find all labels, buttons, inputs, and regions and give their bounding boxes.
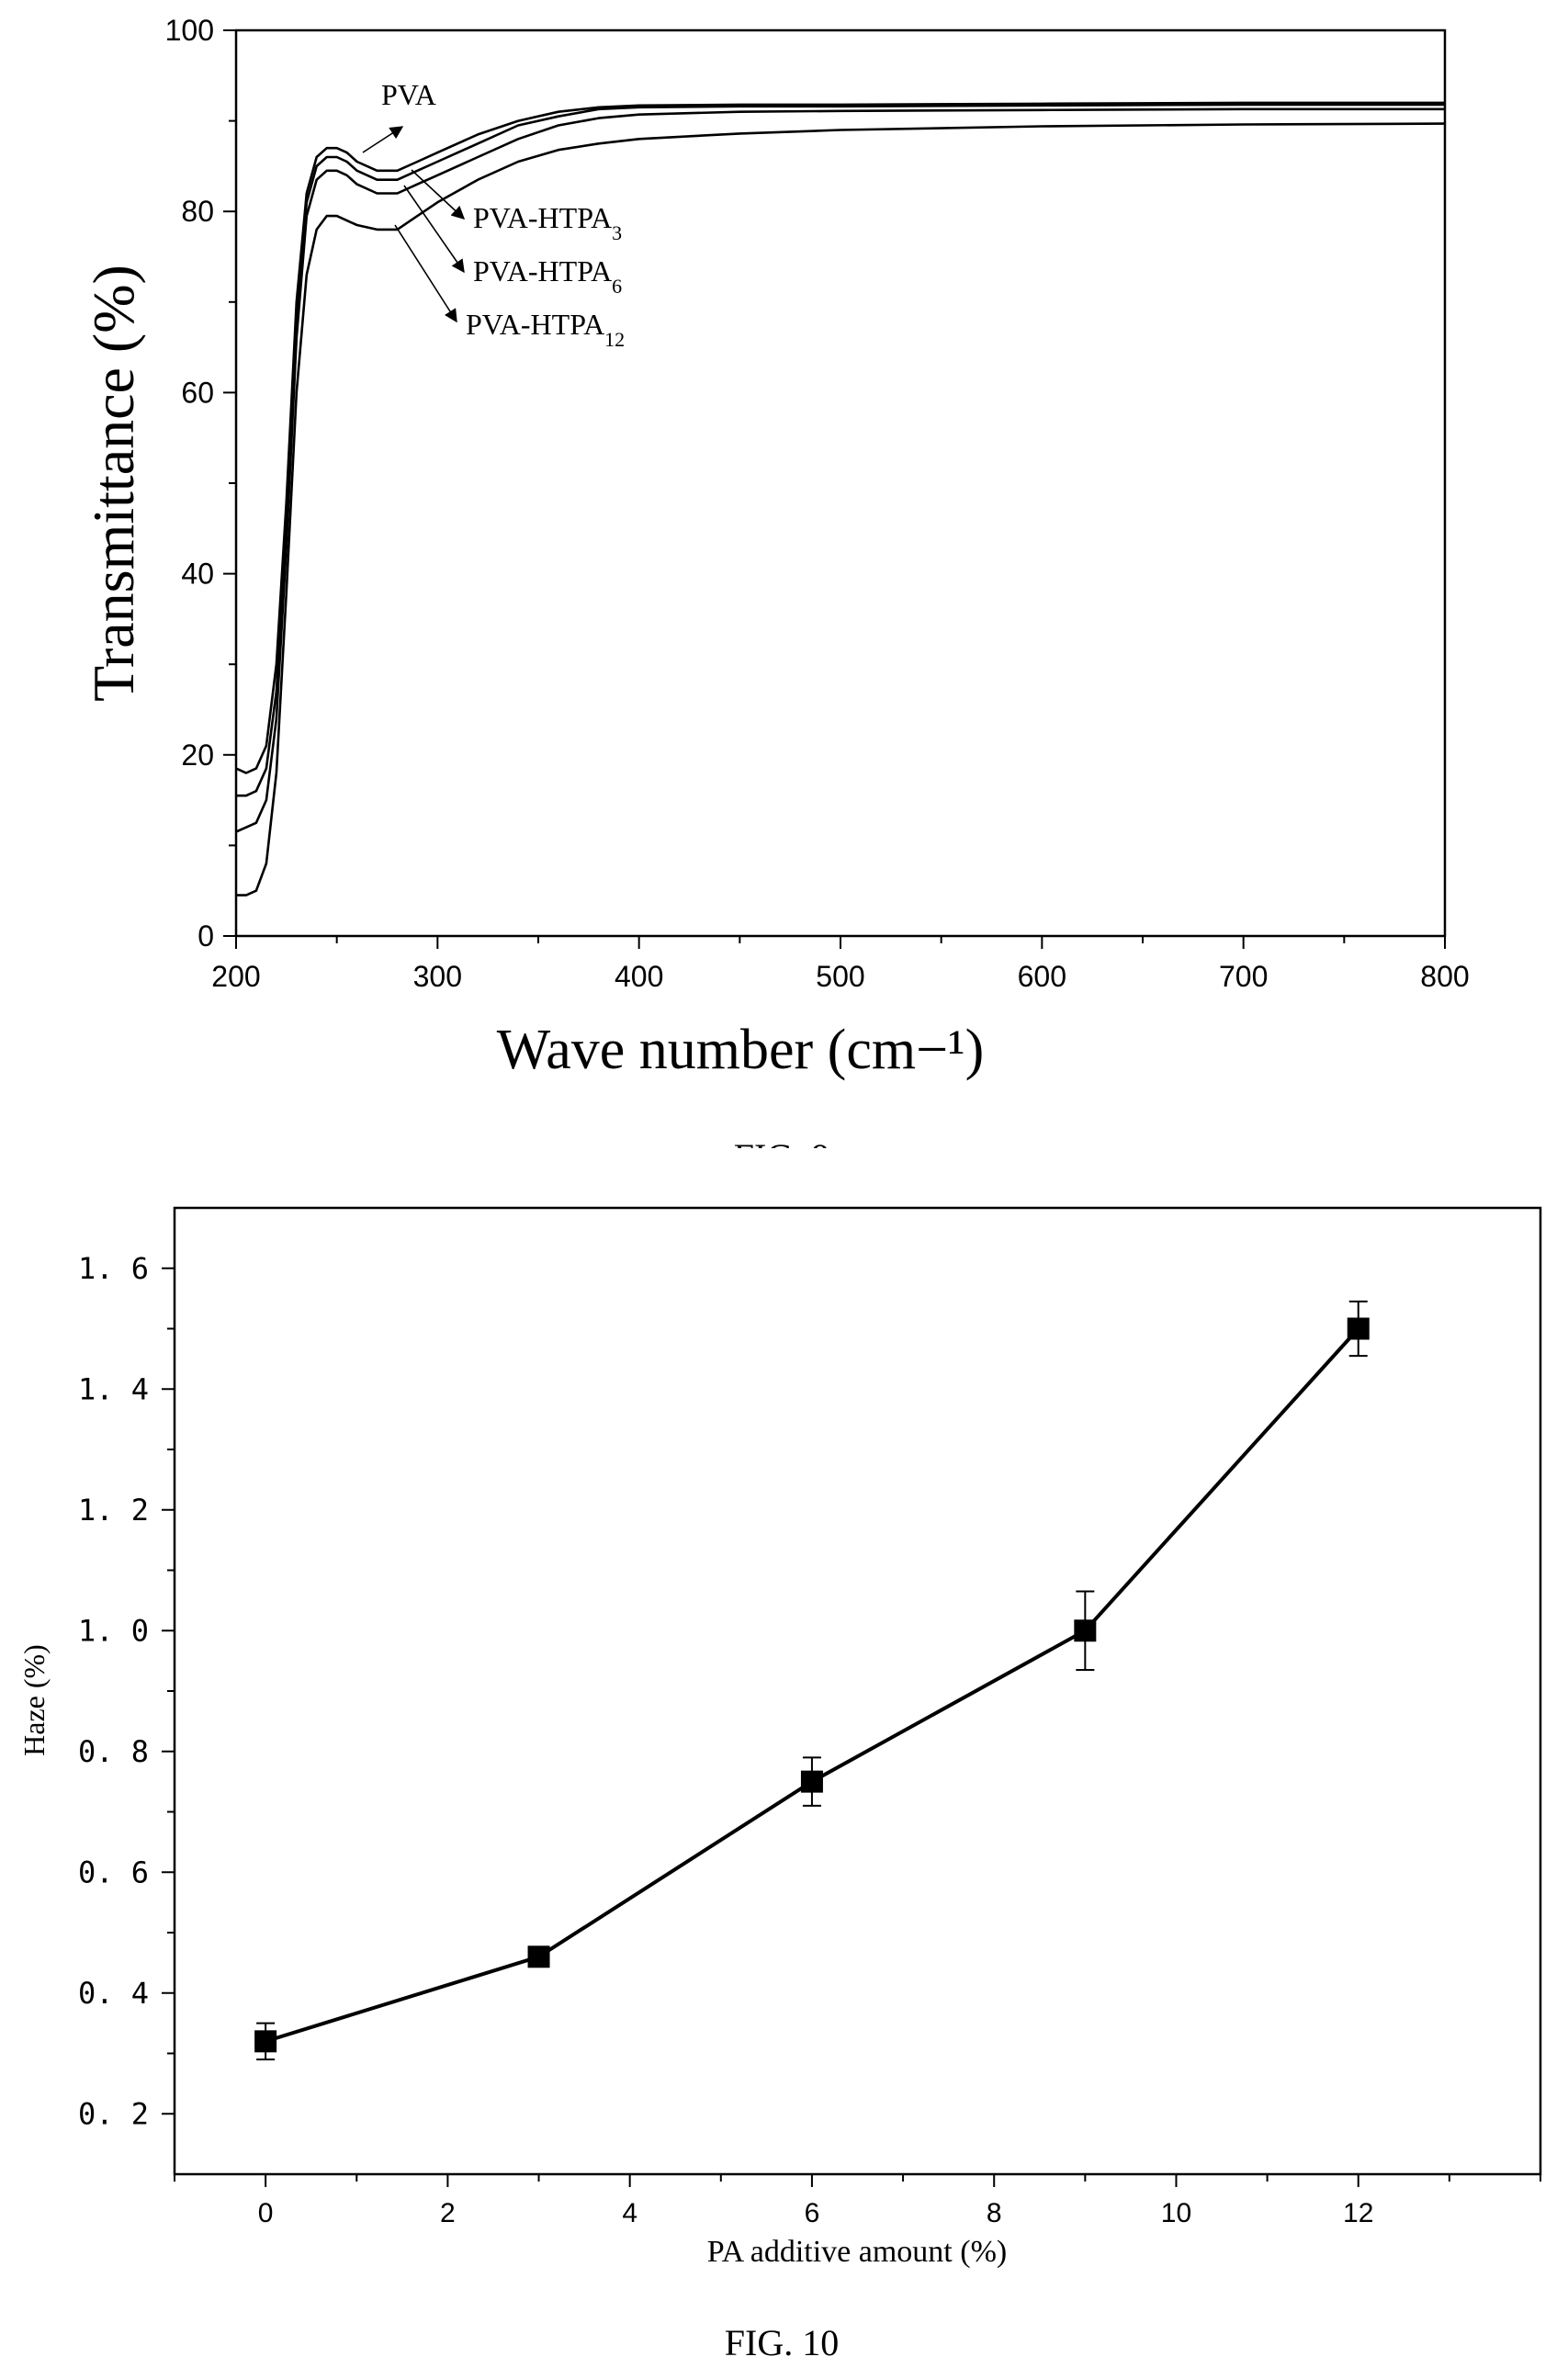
fig10-x-axis-label: PA additive amount (%) xyxy=(707,2235,1007,2269)
fig10-data-point xyxy=(800,1770,823,1793)
fig10-y-tick-label: 0. 4 xyxy=(78,1976,149,2011)
fig9-frame xyxy=(234,28,1447,938)
fig10-y-tick-label: 1. 4 xyxy=(78,1371,149,1406)
fig9-annotation-arrow-0 xyxy=(362,126,404,153)
fig10-y-axis-label: Haze (%) xyxy=(17,1644,51,1756)
fig9-annotation-label-0: PVA xyxy=(381,78,436,111)
fig9-annotation-arrow-1 xyxy=(411,169,466,220)
fig9-x-tick-label: 200 xyxy=(211,960,260,993)
fig10-y-tick-label: 0. 6 xyxy=(78,1855,149,1889)
haze-chart: 0 2 4 6 8 10 12 0. 2 0. 4 0. 6 0. 8 1. 0 1. 2 1. 4 1. … xyxy=(17,1206,1542,2363)
fig9-x-tick-label: 300 xyxy=(413,960,462,993)
fig9-series-line-0 xyxy=(235,101,1445,774)
fig9-y-tick-label: 60 xyxy=(181,376,214,409)
fig9-annotation-arrow-2 xyxy=(403,185,465,274)
fig10-caption: FIG. 10 xyxy=(725,2322,839,2363)
fig10-x-tick-label: 4 xyxy=(622,2198,637,2228)
fig10-data-point xyxy=(1347,1317,1370,1340)
fig10-x-tick-label: 0 xyxy=(258,2198,274,2228)
fig9-x-axis-label: Wave number (cm−¹) xyxy=(497,1019,985,1081)
fig9-y-tick-label: 40 xyxy=(181,558,214,591)
fig9-x-tick-label: 800 xyxy=(1420,960,1469,993)
fig9-series-line-2 xyxy=(235,107,1445,833)
fig9-y-axis-label: Transmittance (%) xyxy=(81,265,146,702)
fig10-series-line xyxy=(265,1327,1360,2044)
fig10-y-tick-label: 1. 6 xyxy=(78,1251,149,1286)
fig9-y-tick-label: 100 xyxy=(165,14,214,47)
fig9-caption: FIG. 9 xyxy=(734,1136,829,1148)
fig9-annotation-label-2: PVA-HTPA6 xyxy=(473,254,622,298)
fig10-data-point xyxy=(1074,1619,1097,1642)
fig10-plot-area: 0 2 4 6 8 10 12 0. 2 0. 4 0. 6 0. 8 1. 0 1. 2 1. 4 1. … xyxy=(78,1206,1542,2228)
fig9-x-tick-label: 400 xyxy=(615,960,663,993)
fig10-x-tick-label: 6 xyxy=(805,2198,820,2228)
fig9-y-tick-label: 0 xyxy=(197,919,214,953)
fig10-y-tick-label: 0. 2 xyxy=(78,2096,149,2131)
fig10-x-tick-label: 10 xyxy=(1161,2198,1191,2228)
fig9-ticks: 200 300 400 500 600 700 800 0 20 40 60 80 100 xyxy=(165,14,1470,993)
fig9-y-tick-label: 20 xyxy=(181,739,214,772)
fig9-series-line-3 xyxy=(236,122,1446,896)
fig10-data-point xyxy=(254,2030,277,2053)
fig10-x-tick-label: 12 xyxy=(1343,2198,1373,2228)
fig9-annotation-label-1: PVA-HTPA3 xyxy=(473,201,622,244)
fig9-y-tick-label: 80 xyxy=(181,195,214,228)
fig9-annotations: PVA PVA-HTPA3 PVA-HTPA6 PVA-HTPA12 xyxy=(362,78,625,351)
fig10-series xyxy=(254,1300,1370,2061)
fig10-ticks: 0 2 4 6 8 10 12 0. 2 0. 4 0. 6 0. 8 1. 0 1. 2 1. 4 1. … xyxy=(78,1251,1541,2228)
fig10-data-point xyxy=(527,1945,550,1968)
fig9-series-line-1 xyxy=(236,103,1445,797)
fig9-x-tick-label: 500 xyxy=(816,960,864,993)
fig9-annotation-label-3: PVA-HTPA12 xyxy=(466,308,625,351)
fig9-x-tick-label: 600 xyxy=(1018,960,1066,993)
fig9-x-tick-label: 700 xyxy=(1219,960,1268,993)
fig10-y-tick-label: 0. 8 xyxy=(78,1734,149,1769)
fig9-curves xyxy=(235,101,1446,896)
fig9-annotation-arrow-3 xyxy=(394,224,457,323)
fig10-y-tick-label: 1. 2 xyxy=(78,1493,149,1528)
fig10-y-tick-label: 1. 0 xyxy=(78,1613,149,1648)
fig10-x-tick-label: 8 xyxy=(987,2198,1002,2228)
fig10-x-tick-label: 2 xyxy=(440,2198,456,2228)
